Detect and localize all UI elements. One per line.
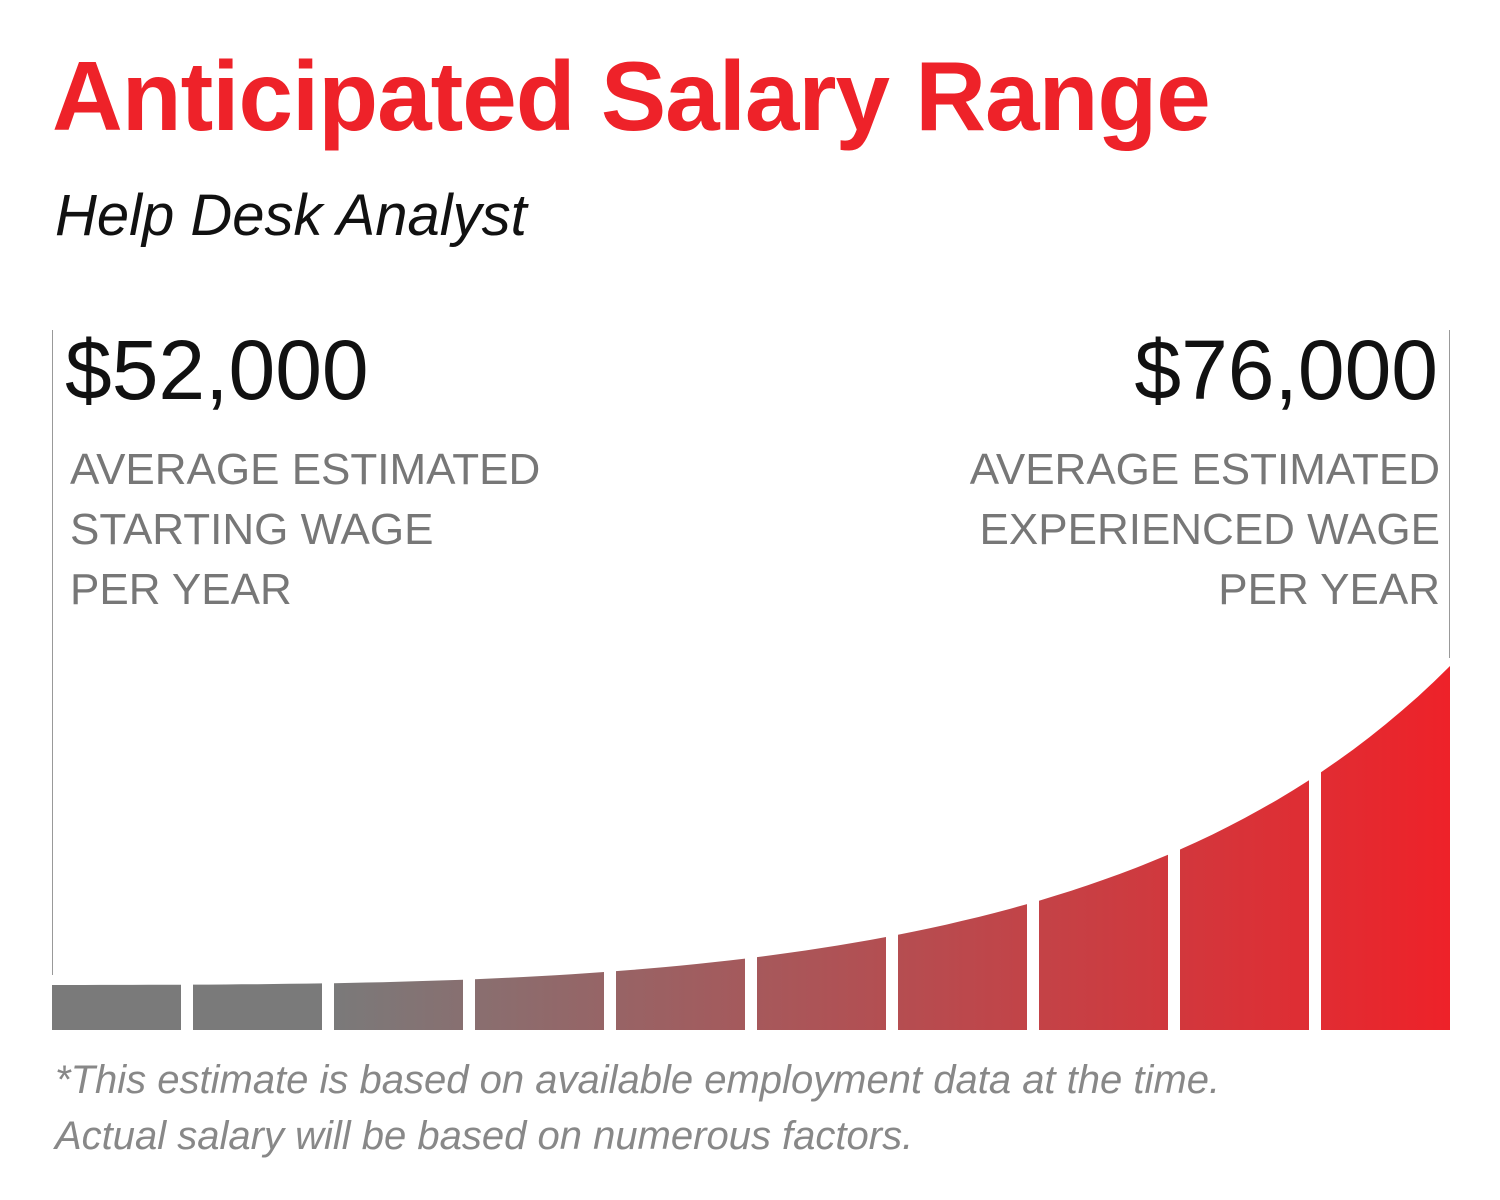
experienced-salary: $76,000 — [1134, 323, 1438, 417]
growth-bar — [1039, 854, 1168, 1030]
label-line: EXPERIENCED WAGE — [979, 505, 1440, 554]
label-line: AVERAGE ESTIMATED — [969, 445, 1440, 494]
footnote: *This estimate is based on available emp… — [55, 1052, 1220, 1164]
starting-salary: $52,000 — [65, 323, 369, 417]
growth-bar — [475, 972, 604, 1030]
page-title: Anticipated Salary Range — [52, 41, 1211, 151]
growth-bar — [52, 984, 181, 1030]
label-line: PER YEAR — [70, 565, 292, 614]
job-title: Help Desk Analyst — [55, 183, 527, 248]
growth-bar — [334, 979, 463, 1030]
start-marker-line — [52, 330, 53, 975]
footnote-line: Actual salary will be based on numerous … — [55, 1114, 914, 1158]
label-line: STARTING WAGE — [70, 505, 434, 554]
experienced-salary-label: AVERAGE ESTIMATED EXPERIENCED WAGE PER Y… — [970, 440, 1440, 620]
growth-bar — [616, 958, 745, 1030]
starting-salary-label: AVERAGE ESTIMATED STARTING WAGE PER YEAR — [70, 440, 540, 620]
footnote-line: *This estimate is based on available emp… — [55, 1058, 1221, 1102]
experienced-marker-line — [1449, 330, 1450, 658]
growth-bar — [898, 904, 1027, 1030]
label-line: PER YEAR — [1218, 565, 1440, 614]
growth-bar — [757, 937, 886, 1030]
label-line: AVERAGE ESTIMATED — [70, 445, 541, 494]
growth-bar — [1321, 666, 1450, 1030]
growth-bar — [1180, 780, 1309, 1030]
growth-bar — [193, 983, 322, 1030]
